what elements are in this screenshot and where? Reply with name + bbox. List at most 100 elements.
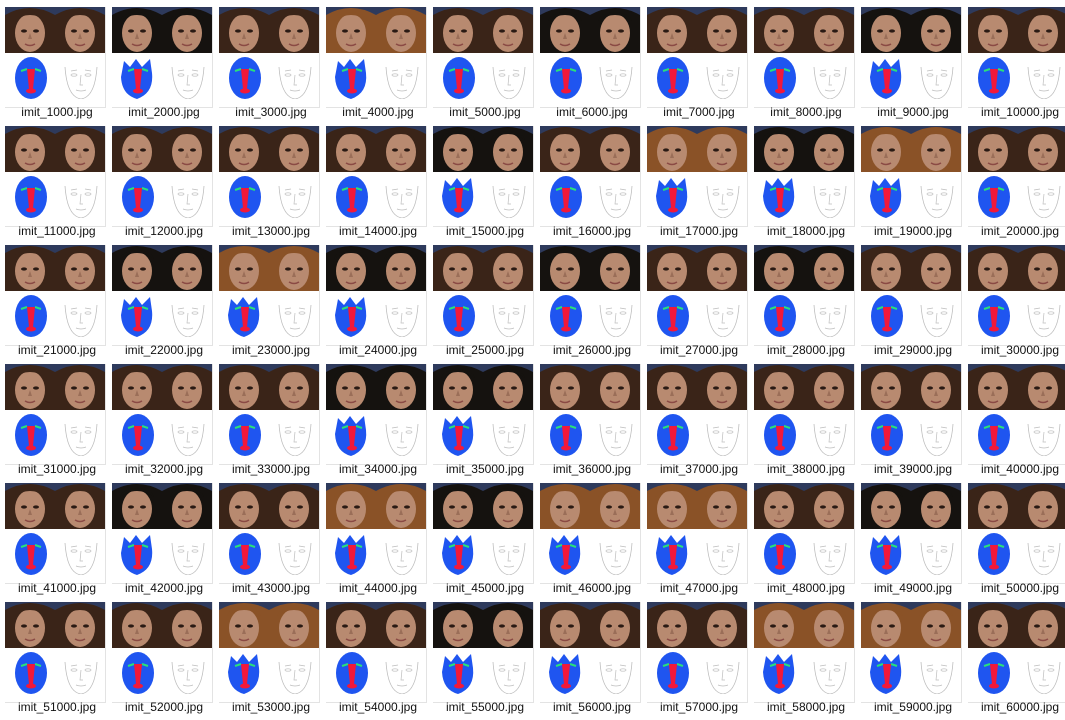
file-thumbnail[interactable]: [754, 364, 855, 465]
file-item[interactable]: imit_24000.jpg: [326, 245, 430, 363]
file-item[interactable]: imit_7000.jpg: [647, 7, 751, 125]
file-item[interactable]: imit_18000.jpg: [754, 126, 858, 244]
file-item[interactable]: imit_40000.jpg: [968, 364, 1065, 482]
file-thumbnail[interactable]: [754, 126, 855, 227]
file-thumbnail[interactable]: [647, 245, 748, 346]
file-item[interactable]: imit_8000.jpg: [754, 7, 858, 125]
file-thumbnail[interactable]: [5, 483, 106, 584]
file-thumbnail[interactable]: [754, 602, 855, 703]
file-thumbnail[interactable]: [540, 602, 641, 703]
file-thumbnail[interactable]: [5, 364, 106, 465]
file-item[interactable]: imit_13000.jpg: [219, 126, 323, 244]
file-thumbnail[interactable]: [647, 126, 748, 227]
file-item[interactable]: imit_4000.jpg: [326, 7, 430, 125]
file-item[interactable]: imit_10000.jpg: [968, 7, 1065, 125]
file-thumbnail[interactable]: [540, 7, 641, 108]
file-thumbnail[interactable]: [540, 483, 641, 584]
file-thumbnail[interactable]: [540, 126, 641, 227]
file-item[interactable]: imit_30000.jpg: [968, 245, 1065, 363]
file-item[interactable]: imit_41000.jpg: [5, 483, 109, 601]
file-thumbnail[interactable]: [219, 602, 320, 703]
file-thumbnail[interactable]: [326, 364, 427, 465]
file-thumbnail[interactable]: [754, 7, 855, 108]
file-thumbnail[interactable]: [326, 602, 427, 703]
file-item[interactable]: imit_53000.jpg: [219, 602, 323, 720]
file-item[interactable]: imit_50000.jpg: [968, 483, 1065, 601]
file-thumbnail[interactable]: [326, 245, 427, 346]
file-thumbnail[interactable]: [861, 7, 962, 108]
file-item[interactable]: imit_32000.jpg: [112, 364, 216, 482]
file-thumbnail[interactable]: [5, 245, 106, 346]
file-thumbnail[interactable]: [754, 483, 855, 584]
file-thumbnail[interactable]: [647, 602, 748, 703]
file-item[interactable]: imit_55000.jpg: [433, 602, 537, 720]
file-item[interactable]: imit_38000.jpg: [754, 364, 858, 482]
file-thumbnail[interactable]: [112, 602, 213, 703]
file-thumbnail[interactable]: [861, 602, 962, 703]
file-item[interactable]: imit_33000.jpg: [219, 364, 323, 482]
file-thumbnail[interactable]: [219, 126, 320, 227]
file-item[interactable]: imit_52000.jpg: [112, 602, 216, 720]
file-thumbnail[interactable]: [861, 364, 962, 465]
file-item[interactable]: imit_14000.jpg: [326, 126, 430, 244]
file-item[interactable]: imit_43000.jpg: [219, 483, 323, 601]
file-item[interactable]: imit_59000.jpg: [861, 602, 965, 720]
file-item[interactable]: imit_1000.jpg: [5, 7, 109, 125]
file-item[interactable]: imit_25000.jpg: [433, 245, 537, 363]
file-thumbnail[interactable]: [861, 483, 962, 584]
file-thumbnail[interactable]: [754, 245, 855, 346]
file-item[interactable]: imit_44000.jpg: [326, 483, 430, 601]
file-thumbnail[interactable]: [433, 245, 534, 346]
file-item[interactable]: imit_60000.jpg: [968, 602, 1065, 720]
file-thumbnail[interactable]: [219, 364, 320, 465]
file-thumbnail[interactable]: [433, 7, 534, 108]
file-thumbnail[interactable]: [647, 483, 748, 584]
file-item[interactable]: imit_28000.jpg: [754, 245, 858, 363]
file-item[interactable]: imit_5000.jpg: [433, 7, 537, 125]
file-thumbnail[interactable]: [5, 126, 106, 227]
file-item[interactable]: imit_20000.jpg: [968, 126, 1065, 244]
file-thumbnail[interactable]: [112, 483, 213, 584]
file-item[interactable]: imit_37000.jpg: [647, 364, 751, 482]
file-item[interactable]: imit_27000.jpg: [647, 245, 751, 363]
file-thumbnail[interactable]: [112, 126, 213, 227]
file-item[interactable]: imit_15000.jpg: [433, 126, 537, 244]
file-item[interactable]: imit_36000.jpg: [540, 364, 644, 482]
file-thumbnail[interactable]: [968, 126, 1065, 227]
file-thumbnail[interactable]: [968, 245, 1065, 346]
file-thumbnail[interactable]: [5, 602, 106, 703]
file-thumbnail[interactable]: [219, 483, 320, 584]
file-item[interactable]: imit_21000.jpg: [5, 245, 109, 363]
file-item[interactable]: imit_39000.jpg: [861, 364, 965, 482]
file-item[interactable]: imit_49000.jpg: [861, 483, 965, 601]
file-item[interactable]: imit_11000.jpg: [5, 126, 109, 244]
file-thumbnail[interactable]: [5, 7, 106, 108]
file-item[interactable]: imit_9000.jpg: [861, 7, 965, 125]
file-thumbnail[interactable]: [540, 245, 641, 346]
file-thumbnail[interactable]: [219, 245, 320, 346]
file-thumbnail[interactable]: [861, 245, 962, 346]
file-item[interactable]: imit_23000.jpg: [219, 245, 323, 363]
file-thumbnail[interactable]: [968, 7, 1065, 108]
file-item[interactable]: imit_17000.jpg: [647, 126, 751, 244]
file-thumbnail[interactable]: [433, 602, 534, 703]
file-item[interactable]: imit_48000.jpg: [754, 483, 858, 601]
file-item[interactable]: imit_58000.jpg: [754, 602, 858, 720]
file-thumbnail[interactable]: [433, 364, 534, 465]
file-item[interactable]: imit_56000.jpg: [540, 602, 644, 720]
file-thumbnail[interactable]: [326, 483, 427, 584]
file-thumbnail[interactable]: [647, 7, 748, 108]
file-thumbnail[interactable]: [326, 7, 427, 108]
file-item[interactable]: imit_35000.jpg: [433, 364, 537, 482]
file-thumbnail[interactable]: [112, 7, 213, 108]
file-item[interactable]: imit_26000.jpg: [540, 245, 644, 363]
file-item[interactable]: imit_34000.jpg: [326, 364, 430, 482]
file-item[interactable]: imit_19000.jpg: [861, 126, 965, 244]
file-thumbnail[interactable]: [433, 483, 534, 584]
file-thumbnail[interactable]: [112, 364, 213, 465]
file-item[interactable]: imit_6000.jpg: [540, 7, 644, 125]
file-item[interactable]: imit_12000.jpg: [112, 126, 216, 244]
file-thumbnail[interactable]: [968, 602, 1065, 703]
file-item[interactable]: imit_47000.jpg: [647, 483, 751, 601]
file-thumbnail[interactable]: [861, 126, 962, 227]
